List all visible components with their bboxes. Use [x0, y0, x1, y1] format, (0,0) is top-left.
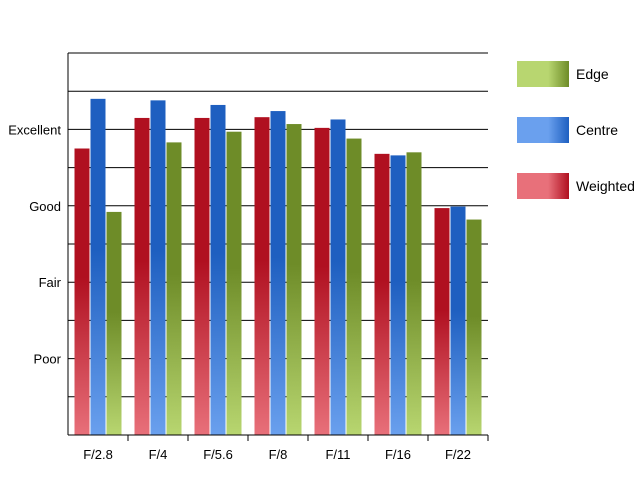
legend-label-centre: Centre: [576, 122, 618, 138]
bar-weighted-F/11: [314, 127, 330, 435]
y-tick-labels: Poor Fair Good Excellent: [8, 122, 61, 366]
bar-centre-F/22: [450, 206, 466, 435]
x-tick-label: F/4: [149, 447, 168, 462]
bar-weighted-F/2.8: [74, 148, 90, 435]
legend-label-edge: Edge: [576, 66, 609, 82]
x-tick-label: F/22: [445, 447, 471, 462]
bar-weighted-F/22: [434, 208, 450, 435]
bar-centre-F/5.6: [210, 104, 226, 436]
axes: [67, 53, 489, 441]
bar-weighted-F/4: [134, 117, 150, 435]
x-tick-label: F/11: [325, 447, 350, 462]
legend: Edge Centre Weighted: [517, 61, 635, 199]
y-tick-label: Excellent: [8, 122, 61, 137]
bar-edge-F/16: [406, 152, 422, 435]
bar-edge-F/22: [466, 219, 482, 435]
bar-weighted-F/5.6: [194, 117, 210, 435]
legend-label-weighted: Weighted: [576, 178, 635, 194]
bar-weighted-F/16: [374, 153, 390, 435]
bar-edge-F/11: [346, 138, 362, 435]
bars: [74, 98, 482, 436]
bar-centre-F/16: [390, 155, 406, 435]
bar-centre-F/11: [330, 119, 346, 435]
bar-edge-F/4: [166, 142, 182, 435]
bar-edge-F/5.6: [226, 131, 242, 435]
bar-centre-F/2.8: [90, 98, 106, 435]
y-tick-label: Good: [29, 199, 61, 214]
x-tick-label: F/8: [269, 447, 288, 462]
bar-centre-F/8: [270, 111, 286, 436]
x-tick-label: F/5.6: [203, 447, 233, 462]
legend-swatch-edge: [517, 61, 569, 87]
y-tick-label: Fair: [39, 275, 62, 290]
bar-edge-F/2.8: [106, 211, 122, 435]
bar-centre-F/4: [150, 100, 166, 436]
y-tick-label: Poor: [34, 352, 62, 367]
bar-edge-F/8: [286, 124, 302, 435]
x-tick-label: F/16: [385, 447, 411, 462]
legend-swatch-weighted: [517, 173, 569, 199]
x-tick-labels: F/2.8 F/4 F/5.6 F/8 F/11 F/16 F/22: [83, 447, 471, 462]
bar-weighted-F/8: [254, 117, 270, 436]
x-tick-label: F/2.8: [83, 447, 113, 462]
legend-swatch-centre: [517, 117, 569, 143]
